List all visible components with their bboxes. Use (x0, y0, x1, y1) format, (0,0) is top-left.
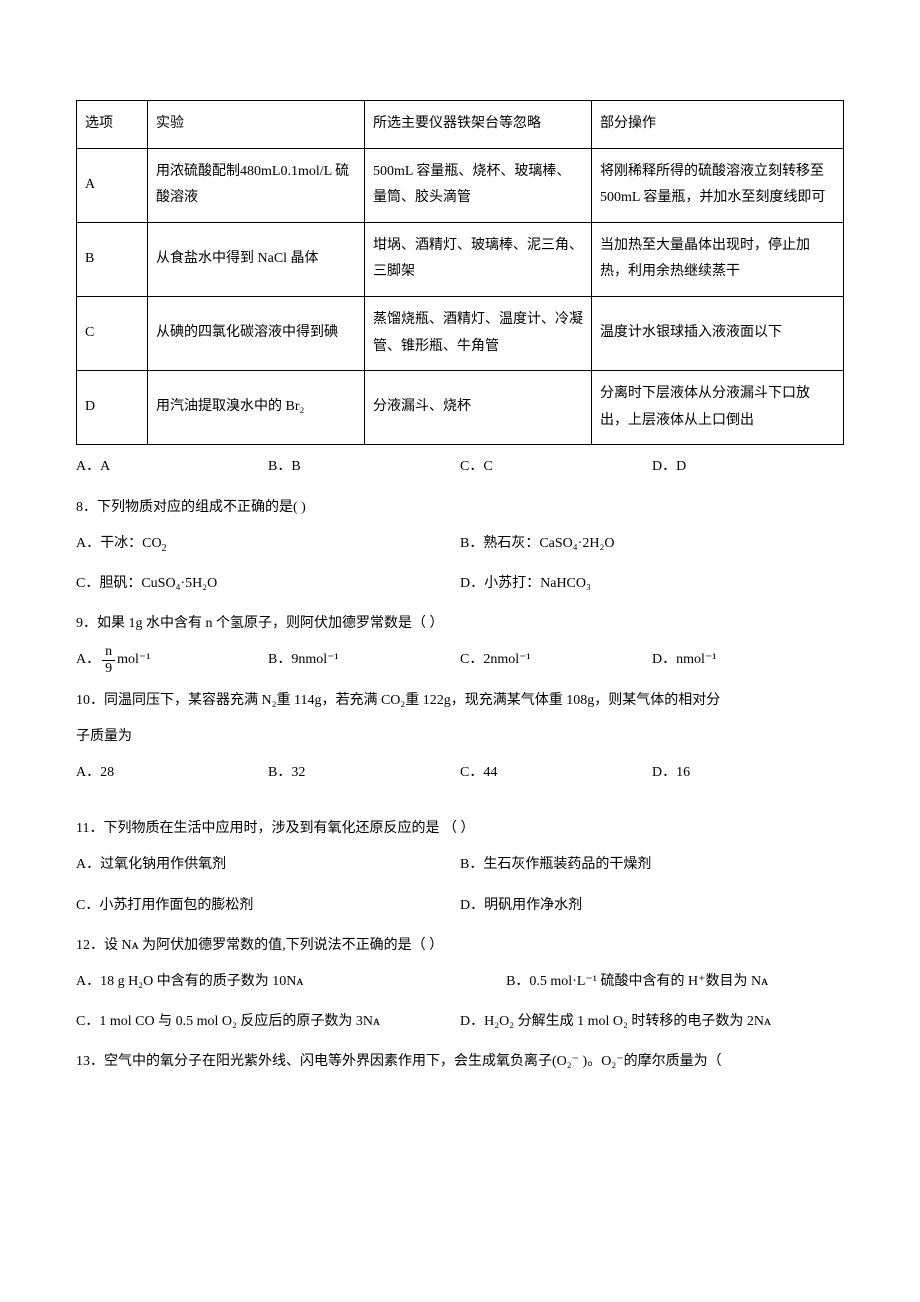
q8-a: A．干冰：CO2 (76, 528, 460, 560)
q11-row2: C．小苏打用作面包的膨松剂 D．明矾用作净水剂 (76, 890, 844, 922)
cell-app: 坩埚、酒精灯、玻璃棒、泥三角、三脚架 (365, 222, 592, 296)
q8-a-base: CO (142, 536, 161, 551)
th-operation: 部分操作 (592, 101, 844, 149)
q9-d: D．nmol⁻¹ (652, 644, 844, 676)
q8-row1: A．干冰：CO2 B．熟石灰：CaSO₄·2H₂O (76, 528, 844, 560)
q12-row2: C．1 mol CO 与 0.5 mol O₂ 反应后的原子数为 3Nᴀ D．H… (76, 1006, 844, 1038)
q8-d-pre: D．小苏打： (460, 576, 540, 591)
q11-b: B．生石灰作瓶装药品的干燥剂 (460, 849, 844, 881)
cell-opt: B (77, 222, 148, 296)
table-row: B 从食盐水中得到 NaCl 晶体 坩埚、酒精灯、玻璃棒、泥三角、三脚架 当加热… (77, 222, 844, 296)
q12-b: B．0.5 mol·L⁻¹ 硫酸中含有的 H⁺数目为 Nᴀ (506, 966, 844, 998)
cell-exp: 从碘的四氯化碳溶液中得到碘 (148, 296, 365, 370)
q12-d: D．H₂O₂ 分解生成 1 mol O₂ 时转移的电子数为 2Nᴀ (460, 1006, 844, 1038)
cell-op: 温度计水银球插入液液面以下 (592, 296, 844, 370)
q11-d: D．明矾用作净水剂 (460, 890, 844, 922)
q9-a: A．n9mol⁻¹ (76, 644, 268, 676)
cell-op: 分离时下层液体从分液漏斗下口放出，上层液体从上口倒出 (592, 371, 844, 445)
spacer (76, 797, 844, 809)
q10-stem2: 子质量为 (76, 721, 844, 753)
q8-a-pre: A．干冰： (76, 536, 142, 551)
q11-c: C．小苏打用作面包的膨松剂 (76, 890, 460, 922)
q11-stem: 11．下列物质在生活中应用时，涉及到有氧化还原反应的是 （ ） (76, 813, 844, 845)
q13-stem: 13．空气中的氧分子在阳光紫外线、闪电等外界因素作用下，会生成氧负离子(O₂⁻ … (76, 1046, 844, 1078)
th-option: 选项 (77, 101, 148, 149)
cell-op: 将刚稀释所得的硫酸溶液立刻转移至500mL 容量瓶，并加水至刻度线即可 (592, 148, 844, 222)
cell-exp: 用浓硫酸配制480mL0.1mol/L 硫酸溶液 (148, 148, 365, 222)
q12-c: C．1 mol CO 与 0.5 mol O₂ 反应后的原子数为 3Nᴀ (76, 1006, 460, 1038)
table-row: D 用汽油提取溴水中的 Br₂ 分液漏斗、烧杯 分离时下层液体从分液漏斗下口放出… (77, 371, 844, 445)
cell-opt: C (77, 296, 148, 370)
experiment-table: 选项 实验 所选主要仪器铁架台等忽略 部分操作 A 用浓硫酸配制480mL0.1… (76, 100, 844, 445)
q8-b-pre: B．熟石灰： (460, 536, 539, 551)
q11-a: A．过氧化钠用作供氧剂 (76, 849, 460, 881)
table-row: C 从碘的四氯化碳溶液中得到碘 蒸馏烧瓶、酒精灯、温度计、冷凝管、锥形瓶、牛角管… (77, 296, 844, 370)
q8-a-sub: 2 (162, 543, 167, 554)
cell-exp: 从食盐水中得到 NaCl 晶体 (148, 222, 365, 296)
table-header-row: 选项 实验 所选主要仪器铁架台等忽略 部分操作 (77, 101, 844, 149)
q8-a-chem: CO2 (142, 536, 166, 551)
q12-stem: 12．设 Nᴀ 为阿伏加德罗常数的值,下列说法不正确的是（ ） (76, 930, 844, 962)
opt-c: C．C (460, 451, 652, 483)
q8-c: C．胆矾：CuSO₄·5H₂O (76, 568, 460, 600)
q9-a-unit: mol⁻¹ (117, 652, 150, 667)
cell-app: 500mL 容量瓶、烧杯、玻璃棒、量筒、胶头滴管 (365, 148, 592, 222)
q8-row2: C．胆矾：CuSO₄·5H₂O D．小苏打：NaHCO₃ (76, 568, 844, 600)
q9-a-pre: A． (76, 652, 100, 667)
q11-row1: A．过氧化钠用作供氧剂 B．生石灰作瓶装药品的干燥剂 (76, 849, 844, 881)
opt-a: A．A (76, 451, 268, 483)
th-apparatus: 所选主要仪器铁架台等忽略 (365, 101, 592, 149)
cell-app: 蒸馏烧瓶、酒精灯、温度计、冷凝管、锥形瓶、牛角管 (365, 296, 592, 370)
q10-options: A．28 B．32 C．44 D．16 (76, 757, 844, 789)
cell-opt: A (77, 148, 148, 222)
q10-stem1: 10．同温同压下，某容器充满 N₂重 114g，若充满 CO₂重 122g，现充… (76, 685, 844, 717)
opt-d: D．D (652, 451, 844, 483)
q8-c-chem: CuSO₄·5H₂O (141, 576, 217, 591)
fraction: n9 (102, 644, 115, 676)
q10-b: B．32 (268, 757, 460, 789)
q9-c: C．2nmol⁻¹ (460, 644, 652, 676)
table-row: A 用浓硫酸配制480mL0.1mol/L 硫酸溶液 500mL 容量瓶、烧杯、… (77, 148, 844, 222)
q8-stem: 8．下列物质对应的组成不正确的是( ) (76, 492, 844, 524)
q8-b-chem: CaSO₄·2H₂O (539, 536, 614, 551)
opt-b: B．B (268, 451, 460, 483)
cell-app: 分液漏斗、烧杯 (365, 371, 592, 445)
th-experiment: 实验 (148, 101, 365, 149)
frac-num: n (102, 644, 115, 660)
cell-op: 当加热至大量晶体出现时，停止加热，利用余热继续蒸干 (592, 222, 844, 296)
q10-d: D．16 (652, 757, 844, 789)
cell-exp: 用汽油提取溴水中的 Br₂ (148, 371, 365, 445)
q10-a: A．28 (76, 757, 268, 789)
q9-b: B．9nmol⁻¹ (268, 644, 460, 676)
q9-stem: 9．如果 1g 水中含有 n 个氢原子，则阿伏加德罗常数是（ ） (76, 608, 844, 640)
q12-row1: A．18 g H₂O 中含有的质子数为 10Nᴀ B．0.5 mol·L⁻¹ 硫… (76, 966, 844, 998)
q8-d: D．小苏打：NaHCO₃ (460, 568, 844, 600)
q12-a: A．18 g H₂O 中含有的质子数为 10Nᴀ (76, 966, 506, 998)
q9-options: A．n9mol⁻¹ B．9nmol⁻¹ C．2nmol⁻¹ D．nmol⁻¹ (76, 644, 844, 676)
q8-b: B．熟石灰：CaSO₄·2H₂O (460, 528, 844, 560)
q7-options: A．A B．B C．C D．D (76, 451, 844, 483)
q8-d-chem: NaHCO₃ (540, 576, 591, 591)
frac-den: 9 (102, 661, 115, 676)
q10-c: C．44 (460, 757, 652, 789)
q8-c-pre: C．胆矾： (76, 576, 141, 591)
cell-opt: D (77, 371, 148, 445)
